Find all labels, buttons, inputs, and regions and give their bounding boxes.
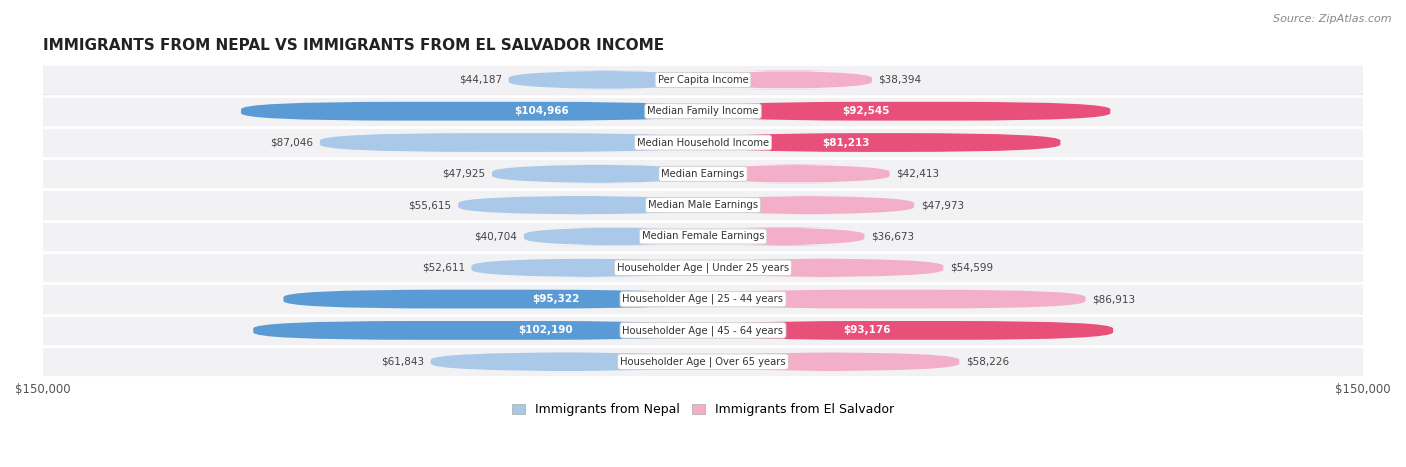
FancyBboxPatch shape: [509, 71, 703, 89]
Text: $47,925: $47,925: [443, 169, 485, 179]
FancyBboxPatch shape: [471, 258, 703, 277]
Text: $87,046: $87,046: [270, 137, 314, 148]
Text: Median Household Income: Median Household Income: [637, 137, 769, 148]
Text: $102,190: $102,190: [519, 325, 572, 335]
Text: Source: ZipAtlas.com: Source: ZipAtlas.com: [1274, 14, 1392, 24]
Text: $36,673: $36,673: [870, 232, 914, 241]
FancyBboxPatch shape: [284, 290, 703, 309]
FancyBboxPatch shape: [524, 227, 703, 246]
FancyBboxPatch shape: [703, 164, 890, 183]
Text: Median Female Earnings: Median Female Earnings: [641, 232, 765, 241]
FancyBboxPatch shape: [703, 227, 865, 246]
FancyBboxPatch shape: [37, 347, 1369, 377]
Text: Median Male Earnings: Median Male Earnings: [648, 200, 758, 210]
FancyBboxPatch shape: [37, 158, 1369, 189]
FancyBboxPatch shape: [703, 196, 914, 214]
Text: Householder Age | 25 - 44 years: Householder Age | 25 - 44 years: [623, 294, 783, 304]
FancyBboxPatch shape: [37, 284, 1369, 314]
Text: $95,322: $95,322: [533, 294, 579, 304]
FancyBboxPatch shape: [703, 133, 1060, 152]
FancyBboxPatch shape: [37, 190, 1369, 220]
Legend: Immigrants from Nepal, Immigrants from El Salvador: Immigrants from Nepal, Immigrants from E…: [508, 398, 898, 421]
Text: Per Capita Income: Per Capita Income: [658, 75, 748, 85]
Text: $44,187: $44,187: [458, 75, 502, 85]
Text: $42,413: $42,413: [896, 169, 939, 179]
FancyBboxPatch shape: [37, 221, 1369, 252]
Text: $93,176: $93,176: [844, 325, 891, 335]
FancyBboxPatch shape: [703, 71, 872, 89]
Text: Median Family Income: Median Family Income: [647, 106, 759, 116]
FancyBboxPatch shape: [240, 102, 703, 120]
FancyBboxPatch shape: [253, 321, 703, 340]
Text: $81,213: $81,213: [823, 137, 870, 148]
FancyBboxPatch shape: [37, 315, 1369, 346]
Text: $40,704: $40,704: [474, 232, 517, 241]
FancyBboxPatch shape: [703, 321, 1114, 340]
Text: $86,913: $86,913: [1092, 294, 1135, 304]
Text: $54,599: $54,599: [950, 263, 993, 273]
FancyBboxPatch shape: [321, 133, 703, 152]
Text: $52,611: $52,611: [422, 263, 465, 273]
Text: Householder Age | Over 65 years: Householder Age | Over 65 years: [620, 356, 786, 367]
Text: $104,966: $104,966: [515, 106, 568, 116]
FancyBboxPatch shape: [703, 102, 1111, 120]
Text: $92,545: $92,545: [842, 106, 890, 116]
Text: IMMIGRANTS FROM NEPAL VS IMMIGRANTS FROM EL SALVADOR INCOME: IMMIGRANTS FROM NEPAL VS IMMIGRANTS FROM…: [42, 38, 664, 53]
FancyBboxPatch shape: [492, 164, 703, 183]
Text: $61,843: $61,843: [381, 357, 425, 367]
Text: Householder Age | Under 25 years: Householder Age | Under 25 years: [617, 262, 789, 273]
FancyBboxPatch shape: [458, 196, 703, 214]
FancyBboxPatch shape: [37, 253, 1369, 283]
FancyBboxPatch shape: [37, 96, 1369, 127]
Text: $55,615: $55,615: [409, 200, 451, 210]
FancyBboxPatch shape: [37, 64, 1369, 95]
FancyBboxPatch shape: [703, 352, 959, 371]
FancyBboxPatch shape: [430, 352, 703, 371]
Text: Median Earnings: Median Earnings: [661, 169, 745, 179]
Text: $47,973: $47,973: [921, 200, 965, 210]
Text: $58,226: $58,226: [966, 357, 1010, 367]
FancyBboxPatch shape: [703, 290, 1085, 309]
FancyBboxPatch shape: [37, 127, 1369, 158]
FancyBboxPatch shape: [703, 258, 943, 277]
Text: Householder Age | 45 - 64 years: Householder Age | 45 - 64 years: [623, 325, 783, 336]
Text: $38,394: $38,394: [879, 75, 922, 85]
